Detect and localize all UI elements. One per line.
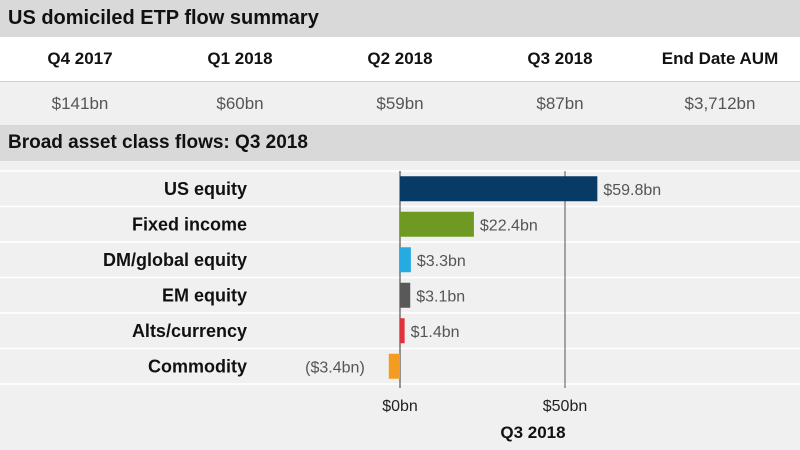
summary-col-header: Q1 2018 (207, 49, 273, 68)
bar (400, 211, 474, 237)
category-label: US equity (164, 179, 247, 199)
summary-col-header: Q3 2018 (527, 49, 593, 68)
data-label: $1.4bn (411, 324, 460, 341)
flow-summary-table: Q4 2017 Q1 2018 Q2 2018 Q3 2018 End Date… (0, 37, 800, 125)
category-label: EM equity (162, 285, 247, 305)
bar (400, 176, 598, 202)
summary-col-header: Q2 2018 (367, 49, 433, 68)
category-label: DM/global equity (103, 250, 247, 270)
summary-value: $87bn (536, 94, 584, 113)
summary-value: $59bn (376, 94, 424, 113)
summary-title: US domiciled ETP flow summary (0, 0, 800, 37)
asset-class-flow-chart: US equity $59.8bn Fixed income $22.4bn DM/gl… (0, 161, 800, 450)
summary-col-header: End Date AUM (661, 49, 779, 68)
bar (400, 282, 411, 308)
x-tick-label: $0bn (382, 398, 418, 415)
bar (400, 247, 411, 273)
data-label: ($3.4bn) (305, 359, 365, 376)
data-label: $3.3bn (417, 253, 466, 270)
summary-value: $141bn (51, 94, 109, 113)
summary-value: $3,712bn (684, 94, 756, 113)
category-label: Alts/currency (132, 321, 247, 341)
summary-header-row: Q4 2017 Q1 2018 Q2 2018 Q3 2018 End Date… (0, 37, 800, 82)
x-tick-label: $50bn (543, 398, 588, 415)
x-axis-title: Q3 2018 (500, 423, 565, 442)
category-label: Commodity (148, 356, 247, 376)
data-label: $22.4bn (480, 217, 538, 234)
summary-value-row: $141bn $60bn $59bn $87bn $3,712bn (0, 82, 800, 125)
summary-col-header: Q4 2017 (47, 49, 113, 68)
chart-title: Broad asset class flows: Q3 2018 (0, 125, 800, 161)
data-label: $3.1bn (416, 288, 465, 305)
bar (400, 318, 405, 344)
category-label: Fixed income (132, 214, 247, 234)
bar (388, 353, 400, 379)
summary-value: $60bn (216, 94, 264, 113)
bar-chart-svg: US equity $59.8bn Fixed income $22.4bn DM/gl… (0, 170, 800, 442)
data-label: $59.8bn (603, 182, 661, 199)
